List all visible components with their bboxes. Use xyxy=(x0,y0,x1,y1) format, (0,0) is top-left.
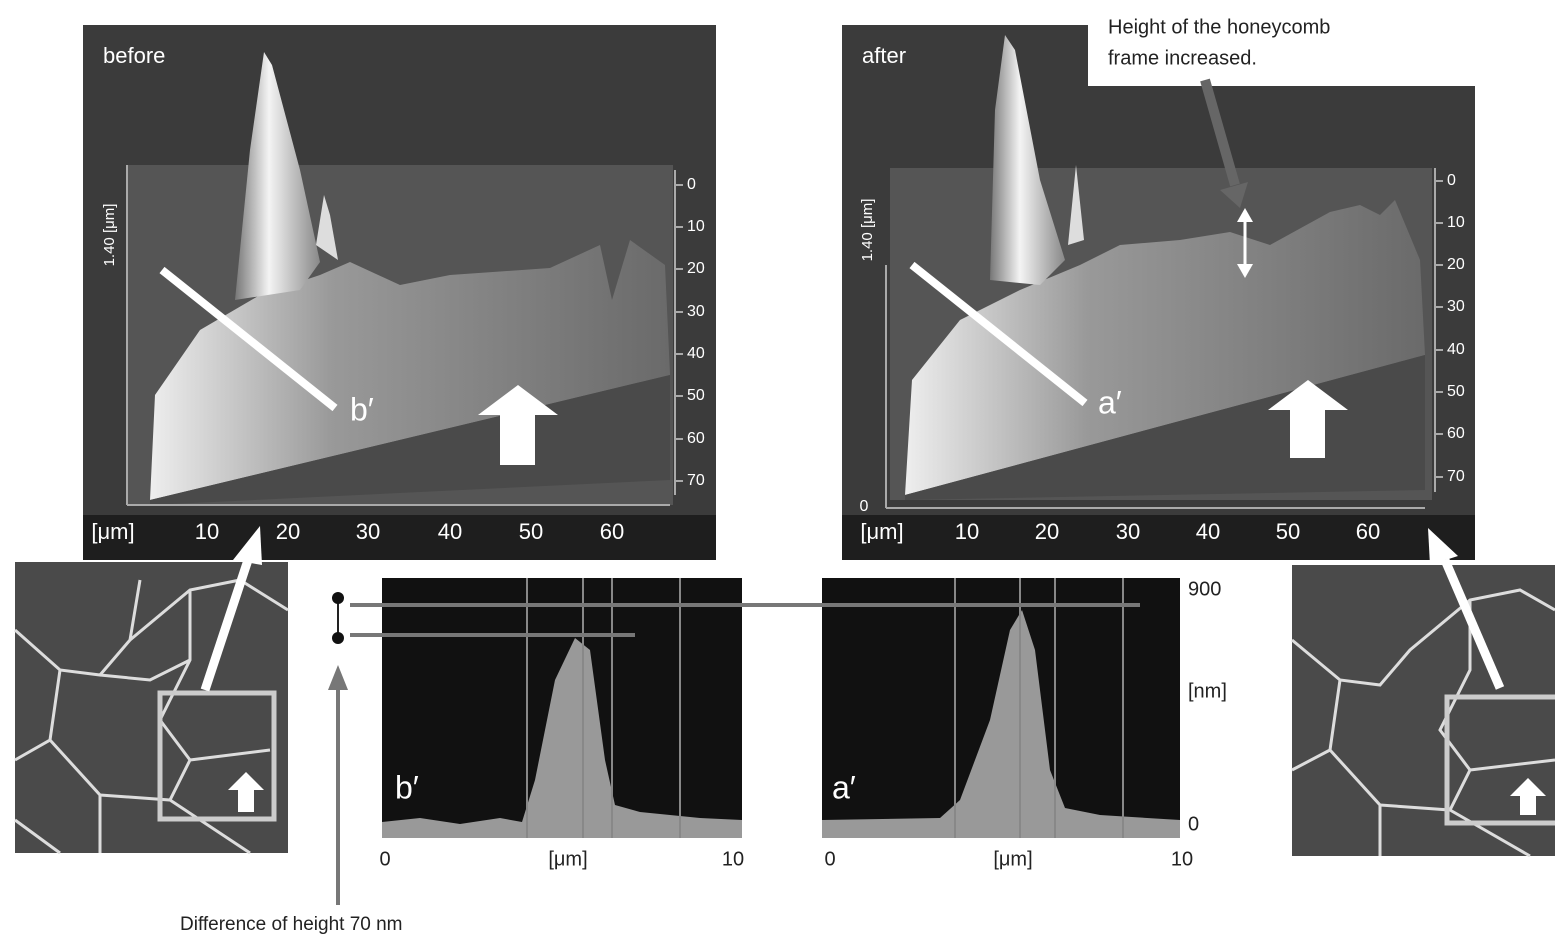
y-tick-label: 50 xyxy=(1447,383,1465,400)
x-tick-label: 50 xyxy=(1276,519,1300,544)
x-unit: [μm] xyxy=(860,519,903,544)
annotation: Height of the honeycomb xyxy=(1108,16,1330,38)
y-tick-label: 10 xyxy=(687,218,705,235)
profile-y-label: 900 xyxy=(1188,578,1221,600)
annotation: frame increased. xyxy=(1108,47,1257,69)
line-label: a′ xyxy=(1098,384,1122,420)
x-tick-label: 60 xyxy=(600,519,624,544)
profile-y-label: 0 xyxy=(1188,813,1199,835)
micrograph-before xyxy=(14,526,289,855)
before-panel xyxy=(83,25,716,560)
note: Difference of height 70 nm xyxy=(180,914,403,935)
profile-x-label: 10 xyxy=(722,848,744,870)
profile-x-label: [μm] xyxy=(548,848,587,870)
y-tick-label: 30 xyxy=(687,303,705,320)
y-tick-label: 60 xyxy=(1447,425,1465,442)
profile-y-label: [nm] xyxy=(1188,680,1227,702)
y-tick-label: 30 xyxy=(1447,298,1465,315)
panel-label: before xyxy=(103,43,165,68)
x-tick-label: 40 xyxy=(438,519,462,544)
profile-x-label: 0 xyxy=(379,848,390,870)
y-tick-label: 50 xyxy=(687,387,705,404)
z-axis-label: 1.40 [μm] xyxy=(101,204,118,267)
y-tick-label: 70 xyxy=(1447,468,1465,485)
profile-label: a′ xyxy=(832,769,856,805)
y-tick-label: 40 xyxy=(1447,341,1465,358)
line-label: b′ xyxy=(350,391,374,427)
profile-a xyxy=(822,578,1180,838)
y-tick-label: 60 xyxy=(687,430,705,447)
y-tick-label: 0 xyxy=(1447,172,1456,189)
y-tick-label: 20 xyxy=(687,260,705,277)
x-unit: [μm] xyxy=(91,519,134,544)
x-tick-label: 10 xyxy=(195,519,219,544)
profile-x-label: 10 xyxy=(1171,848,1193,870)
y-tick-label: 0 xyxy=(687,176,696,193)
y-tick-label: 40 xyxy=(687,345,705,362)
height-difference-marker xyxy=(328,592,1140,905)
x-tick-label: 30 xyxy=(356,519,380,544)
micrograph-after xyxy=(1291,528,1555,858)
x-tick-label: 20 xyxy=(276,519,300,544)
z-zero: 0 xyxy=(860,498,869,515)
y-tick-label: 70 xyxy=(687,472,705,489)
profile-x-label: 0 xyxy=(824,848,835,870)
y-tick-label: 20 xyxy=(1447,256,1465,273)
after-panel xyxy=(842,20,1480,560)
x-tick-label: 50 xyxy=(519,519,543,544)
x-tick-label: 60 xyxy=(1356,519,1380,544)
x-tick-label: 20 xyxy=(1035,519,1059,544)
profile-label: b′ xyxy=(395,769,419,805)
x-tick-label: 10 xyxy=(955,519,979,544)
profile-x-label: [μm] xyxy=(993,848,1032,870)
z-axis-label: 1.40 [μm] xyxy=(859,199,876,262)
profile-b xyxy=(382,578,742,838)
x-tick-label: 30 xyxy=(1116,519,1140,544)
y-tick-label: 10 xyxy=(1447,214,1465,231)
panel-label: after xyxy=(862,43,906,68)
x-tick-label: 40 xyxy=(1196,519,1220,544)
